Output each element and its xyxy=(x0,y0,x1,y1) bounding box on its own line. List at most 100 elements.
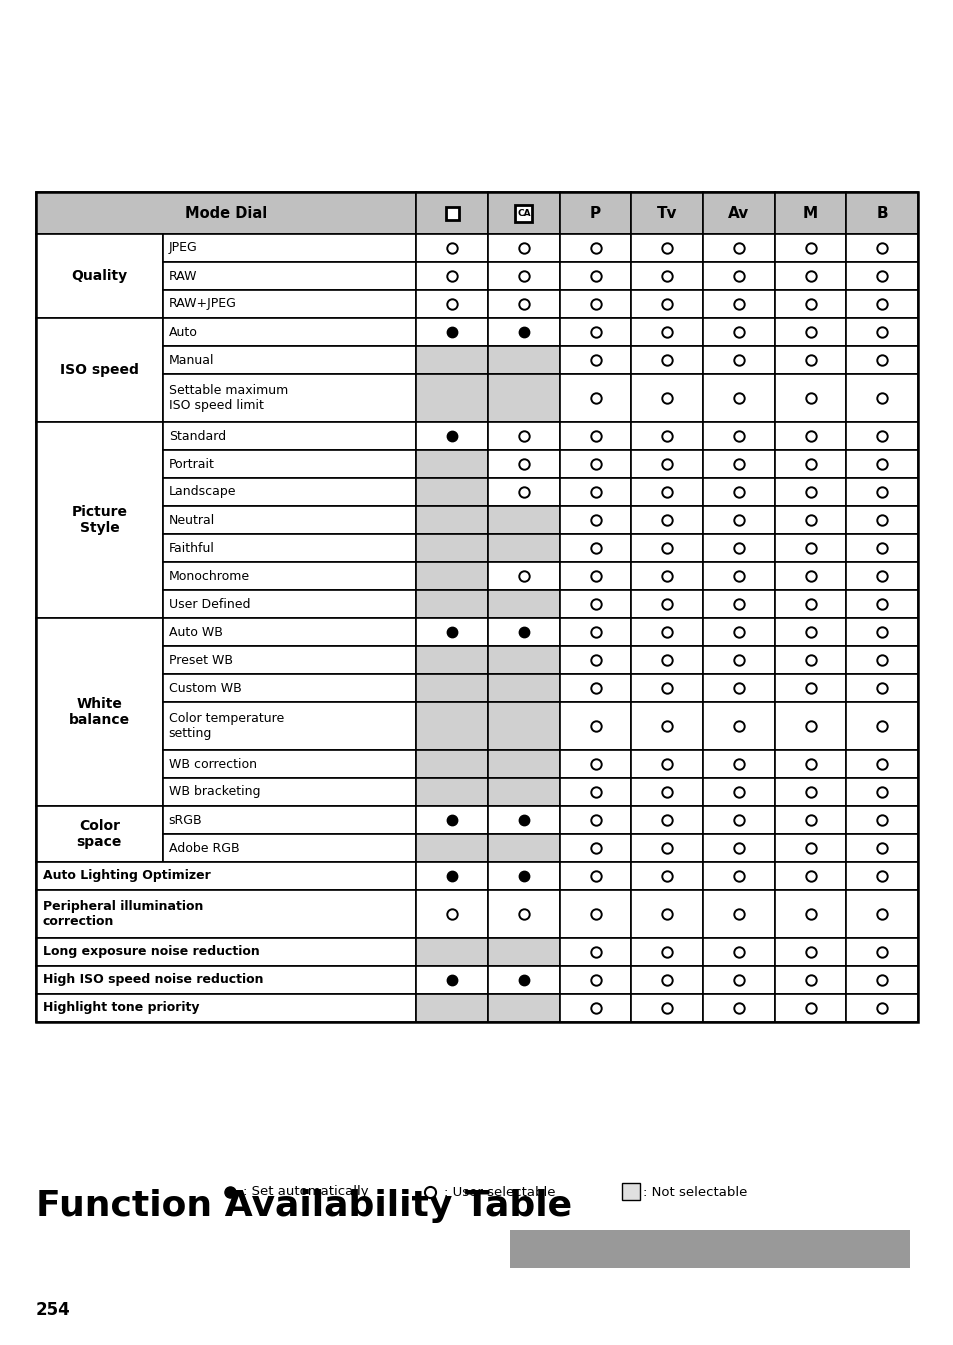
Bar xyxy=(163,646,416,674)
Bar xyxy=(416,262,488,291)
Bar xyxy=(163,751,416,777)
Bar xyxy=(774,291,845,317)
Bar xyxy=(163,262,416,291)
Bar xyxy=(702,346,774,374)
Bar xyxy=(416,777,488,806)
Bar xyxy=(702,937,774,966)
Bar xyxy=(702,646,774,674)
Bar xyxy=(631,777,702,806)
Bar xyxy=(702,890,774,937)
Bar xyxy=(702,262,774,291)
Bar xyxy=(559,590,631,617)
Bar xyxy=(488,994,559,1022)
Bar xyxy=(416,317,488,346)
Bar xyxy=(702,590,774,617)
Bar xyxy=(702,834,774,862)
Bar xyxy=(702,806,774,834)
Bar xyxy=(559,702,631,751)
Bar xyxy=(488,937,559,966)
Bar xyxy=(774,477,845,506)
Bar xyxy=(416,346,488,374)
Bar xyxy=(416,862,488,890)
Bar xyxy=(416,751,488,777)
Bar xyxy=(559,451,631,477)
Bar xyxy=(702,562,774,590)
Bar xyxy=(631,422,702,451)
Bar xyxy=(774,806,845,834)
Text: Auto: Auto xyxy=(169,325,197,339)
Bar xyxy=(631,317,702,346)
Bar xyxy=(631,234,702,262)
Bar xyxy=(559,862,631,890)
Bar xyxy=(845,702,917,751)
Bar xyxy=(559,374,631,422)
Bar xyxy=(510,1229,909,1268)
Bar xyxy=(36,862,416,890)
Bar xyxy=(416,590,488,617)
Bar xyxy=(702,617,774,646)
Bar xyxy=(845,966,917,994)
Bar xyxy=(416,890,488,937)
Bar xyxy=(774,422,845,451)
Text: WB correction: WB correction xyxy=(169,757,256,771)
Text: Color temperature
setting: Color temperature setting xyxy=(169,712,284,740)
Bar xyxy=(845,590,917,617)
Bar xyxy=(845,806,917,834)
Bar xyxy=(488,422,559,451)
Bar xyxy=(36,890,416,937)
Bar xyxy=(845,422,917,451)
Bar xyxy=(416,291,488,317)
Bar xyxy=(845,192,917,234)
Bar xyxy=(631,994,702,1022)
Bar xyxy=(845,534,917,562)
Bar xyxy=(36,617,163,806)
Bar xyxy=(774,966,845,994)
Text: RAW: RAW xyxy=(169,269,197,282)
Bar xyxy=(559,506,631,534)
Bar xyxy=(163,590,416,617)
Text: Tv: Tv xyxy=(657,206,677,221)
Bar xyxy=(845,477,917,506)
Bar xyxy=(416,617,488,646)
Bar xyxy=(774,506,845,534)
Bar xyxy=(774,862,845,890)
Bar xyxy=(631,374,702,422)
Text: Mode Dial: Mode Dial xyxy=(185,206,267,221)
Bar xyxy=(163,422,416,451)
Bar xyxy=(163,451,416,477)
Bar xyxy=(774,451,845,477)
Bar xyxy=(163,674,416,702)
Bar xyxy=(559,262,631,291)
Bar xyxy=(559,937,631,966)
Bar xyxy=(416,806,488,834)
Bar xyxy=(163,806,416,834)
Bar xyxy=(416,834,488,862)
Bar xyxy=(774,646,845,674)
Bar xyxy=(845,617,917,646)
Bar xyxy=(631,806,702,834)
Bar xyxy=(631,590,702,617)
Bar xyxy=(416,192,488,234)
Bar xyxy=(163,834,416,862)
Bar xyxy=(631,966,702,994)
Bar xyxy=(845,646,917,674)
Bar xyxy=(416,234,488,262)
Bar xyxy=(774,534,845,562)
Text: : Set automatically: : Set automatically xyxy=(243,1185,368,1198)
Bar xyxy=(845,834,917,862)
Bar xyxy=(845,262,917,291)
Bar xyxy=(845,374,917,422)
Bar xyxy=(36,994,416,1022)
Bar xyxy=(559,291,631,317)
Bar xyxy=(416,422,488,451)
Text: Function Availability Table: Function Availability Table xyxy=(36,1189,572,1223)
Bar xyxy=(488,674,559,702)
Bar xyxy=(702,751,774,777)
Bar xyxy=(845,317,917,346)
Bar xyxy=(845,346,917,374)
Bar xyxy=(416,994,488,1022)
Text: JPEG: JPEG xyxy=(169,242,197,254)
Text: 254: 254 xyxy=(36,1301,71,1319)
Text: Peripheral illumination
correction: Peripheral illumination correction xyxy=(43,900,203,928)
Bar xyxy=(631,291,702,317)
